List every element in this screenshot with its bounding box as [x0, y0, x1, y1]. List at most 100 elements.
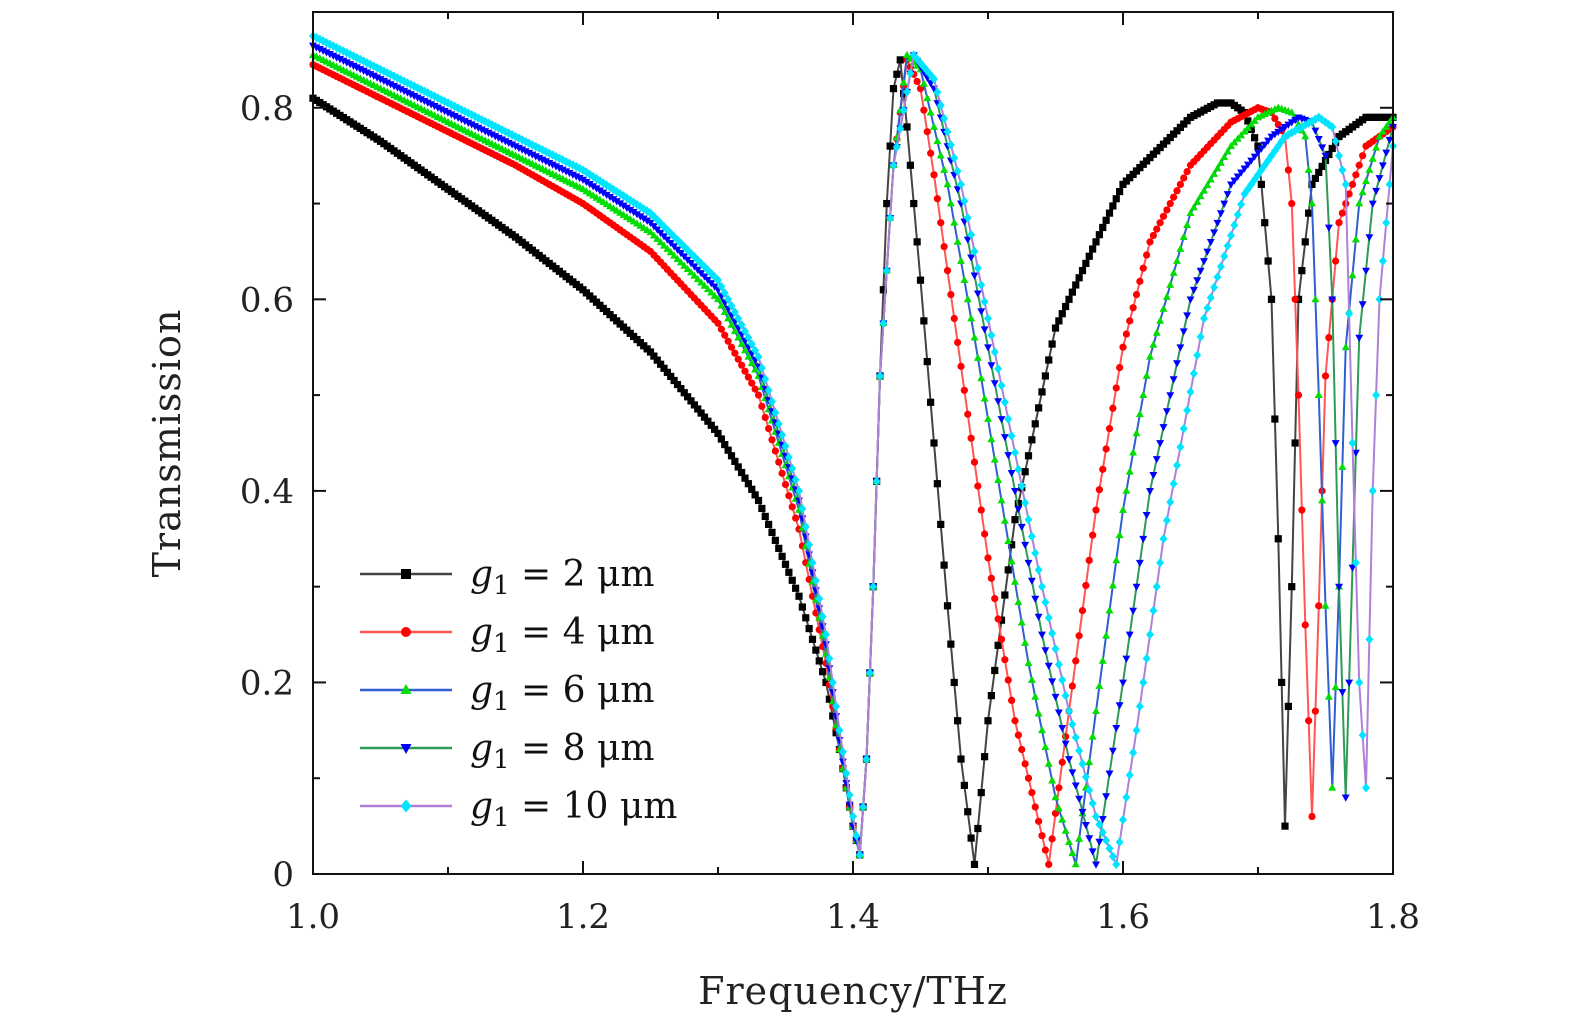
data-point	[1351, 558, 1360, 568]
data-point	[980, 297, 989, 307]
data-point	[1058, 310, 1066, 318]
data-point	[1362, 783, 1370, 793]
data-point	[1038, 631, 1046, 639]
legend-label: g1 = 10 μm	[470, 786, 677, 833]
data-point	[812, 646, 820, 654]
data-point	[697, 278, 706, 286]
data-point	[1075, 632, 1083, 640]
data-point	[700, 281, 709, 289]
data-point	[1034, 709, 1043, 717]
data-point	[758, 402, 766, 410]
data-point	[744, 480, 752, 488]
data-point	[1146, 629, 1154, 640]
data-point	[1152, 581, 1161, 592]
data-point	[970, 272, 979, 280]
data-point	[933, 195, 941, 203]
data-point	[1017, 481, 1026, 491]
data-point	[1105, 843, 1114, 854]
y-axis-title: Transmission	[145, 309, 189, 578]
data-point	[1112, 384, 1120, 392]
y-tick-label: 0	[272, 855, 294, 895]
data-point	[801, 522, 810, 532]
data-point	[963, 213, 972, 223]
data-point	[1001, 656, 1009, 664]
data-point	[1041, 647, 1050, 655]
data-point	[660, 241, 668, 249]
data-point	[1014, 505, 1023, 514]
data-point	[1291, 295, 1299, 303]
data-point	[883, 199, 891, 208]
data-point	[724, 294, 733, 305]
data-point	[1378, 256, 1387, 266]
data-point	[1254, 149, 1262, 157]
data-point	[950, 314, 958, 323]
data-point	[1338, 689, 1347, 697]
data-point	[960, 386, 968, 394]
data-point	[916, 276, 925, 284]
data-point	[1108, 581, 1117, 589]
data-point	[1143, 251, 1151, 259]
data-point	[1321, 601, 1330, 609]
data-point	[940, 243, 948, 251]
data-point	[1129, 607, 1138, 615]
data-point	[1045, 356, 1053, 364]
data-point	[1045, 860, 1053, 869]
data-point	[714, 295, 722, 303]
data-point	[927, 149, 935, 157]
data-point	[1325, 150, 1333, 159]
data-point	[585, 181, 594, 189]
data-point	[676, 258, 685, 266]
data-point	[943, 602, 952, 610]
data-point	[717, 325, 725, 333]
data-point	[964, 410, 972, 418]
data-point	[653, 356, 661, 364]
data-point	[795, 486, 803, 496]
data-point	[589, 183, 598, 191]
data-point	[1078, 808, 1087, 817]
data-point	[947, 640, 955, 648]
data-point	[1240, 189, 1249, 199]
data-point	[822, 629, 830, 640]
data-point	[1098, 827, 1107, 838]
data-point	[1200, 313, 1208, 324]
data-point	[927, 398, 935, 406]
data-point	[727, 301, 736, 311]
data-point	[1122, 792, 1131, 803]
data-point	[977, 506, 985, 514]
data-point	[720, 307, 729, 315]
data-point	[1301, 132, 1310, 140]
legend-marker	[401, 569, 411, 579]
data-point	[741, 326, 749, 336]
data-point	[1173, 256, 1181, 264]
data-point	[1014, 731, 1022, 739]
data-point	[1021, 498, 1030, 508]
data-point	[1058, 675, 1067, 685]
data-point	[744, 373, 752, 381]
data-point	[1008, 696, 1016, 705]
data-point	[1021, 468, 1029, 476]
data-point	[1051, 809, 1060, 817]
data-point	[1004, 566, 1012, 574]
data-point	[1149, 340, 1158, 348]
data-point	[1129, 448, 1138, 456]
data-point	[1332, 257, 1340, 265]
data-point	[757, 363, 766, 373]
data-point	[1378, 127, 1387, 135]
data-point	[1365, 634, 1374, 645]
data-point	[724, 337, 732, 345]
data-point	[869, 581, 878, 592]
series-1	[309, 56, 1397, 869]
data-point	[687, 268, 695, 276]
data-point	[808, 635, 817, 643]
data-point	[1139, 677, 1148, 688]
data-point	[1318, 144, 1327, 152]
data-point	[1281, 822, 1289, 830]
data-point	[748, 485, 756, 493]
data-point	[616, 200, 625, 208]
data-point	[1220, 200, 1229, 208]
data-point	[997, 496, 1006, 504]
data-point	[1028, 436, 1036, 444]
data-point	[693, 274, 702, 283]
data-point	[981, 530, 989, 538]
data-point	[1011, 447, 1019, 458]
